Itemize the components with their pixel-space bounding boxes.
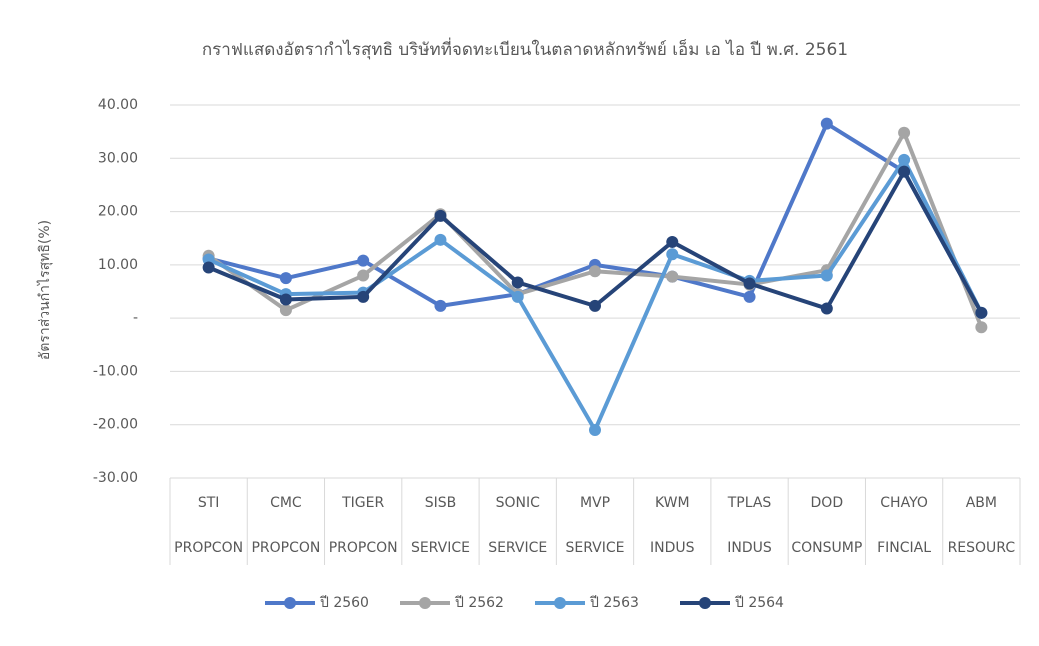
- x-group-label: FINCIAL: [877, 540, 931, 556]
- legend-label: ปี 2564: [735, 595, 785, 611]
- point: [820, 302, 833, 315]
- x-tick-label: SISB: [425, 495, 457, 511]
- point: [357, 290, 370, 303]
- point: [898, 153, 911, 166]
- x-tick-label: SONIC: [496, 495, 541, 511]
- x-group-label: SERVICE: [565, 540, 624, 556]
- x-tick-label: TIGER: [341, 495, 384, 511]
- point: [820, 269, 833, 282]
- point: [898, 165, 911, 178]
- point: [357, 269, 370, 282]
- legend-marker: [699, 597, 711, 609]
- point: [357, 254, 370, 267]
- y-tick-label: -20.00: [93, 417, 138, 433]
- x-group-label: CONSUMP: [791, 540, 862, 556]
- x-group-label: PROPCON: [174, 540, 243, 556]
- legend-marker: [554, 597, 566, 609]
- point: [666, 270, 679, 283]
- x-group-label: PROPCON: [251, 540, 320, 556]
- point: [975, 306, 988, 319]
- x-tick-label: CMC: [270, 495, 302, 511]
- y-tick-label: 10.00: [98, 257, 138, 273]
- x-group-label: SERVICE: [411, 540, 470, 556]
- point: [666, 248, 679, 261]
- x-tick-label: TPLAS: [727, 495, 772, 511]
- x-group-label: SERVICE: [488, 540, 547, 556]
- x-group-label: INDUS: [650, 540, 695, 556]
- x-tick-label: ABM: [966, 495, 997, 511]
- legend-marker: [284, 597, 296, 609]
- x-tick-label: DOD: [811, 495, 844, 511]
- point: [743, 290, 756, 303]
- point: [589, 265, 601, 278]
- x-tick-label: STI: [198, 495, 220, 511]
- y-tick-label: -10.00: [93, 363, 138, 379]
- y-tick-label: -30.00: [93, 470, 138, 486]
- x-group-label: RESOURC: [948, 540, 1016, 556]
- y-tick-label: 40.00: [98, 97, 138, 113]
- y-axis-title: อัตราส่วนกำไรสุทธิ(%): [36, 220, 53, 360]
- legend-label: ปี 2562: [455, 595, 504, 611]
- y-tick-label: 20.00: [98, 204, 138, 220]
- point: [434, 233, 447, 246]
- point: [511, 290, 524, 303]
- x-group-label: PROPCON: [329, 540, 398, 556]
- point: [434, 299, 447, 312]
- point: [820, 117, 833, 130]
- x-group-label: INDUS: [727, 540, 772, 556]
- point: [743, 277, 756, 290]
- point: [279, 293, 292, 306]
- legend-label: ปี 2560: [320, 595, 369, 611]
- x-tick-label: MVP: [580, 495, 610, 511]
- point: [434, 209, 447, 222]
- point: [589, 299, 601, 312]
- x-tick-label: CHAYO: [880, 495, 928, 511]
- x-tick-label: KWM: [655, 495, 690, 511]
- y-tick-label: -: [133, 310, 138, 326]
- point: [511, 276, 524, 289]
- chart-title: กราฟแสดงอัตรากำไรสุทธิ บริษัทที่จดทะเบีย…: [202, 37, 848, 60]
- point: [279, 272, 292, 285]
- legend-marker: [419, 597, 431, 609]
- point: [898, 126, 911, 139]
- point: [202, 261, 215, 274]
- point: [666, 235, 679, 248]
- point: [279, 304, 292, 317]
- point: [589, 424, 601, 437]
- legend-label: ปี 2563: [590, 595, 639, 611]
- point: [975, 321, 988, 334]
- y-tick-label: 30.00: [98, 150, 138, 166]
